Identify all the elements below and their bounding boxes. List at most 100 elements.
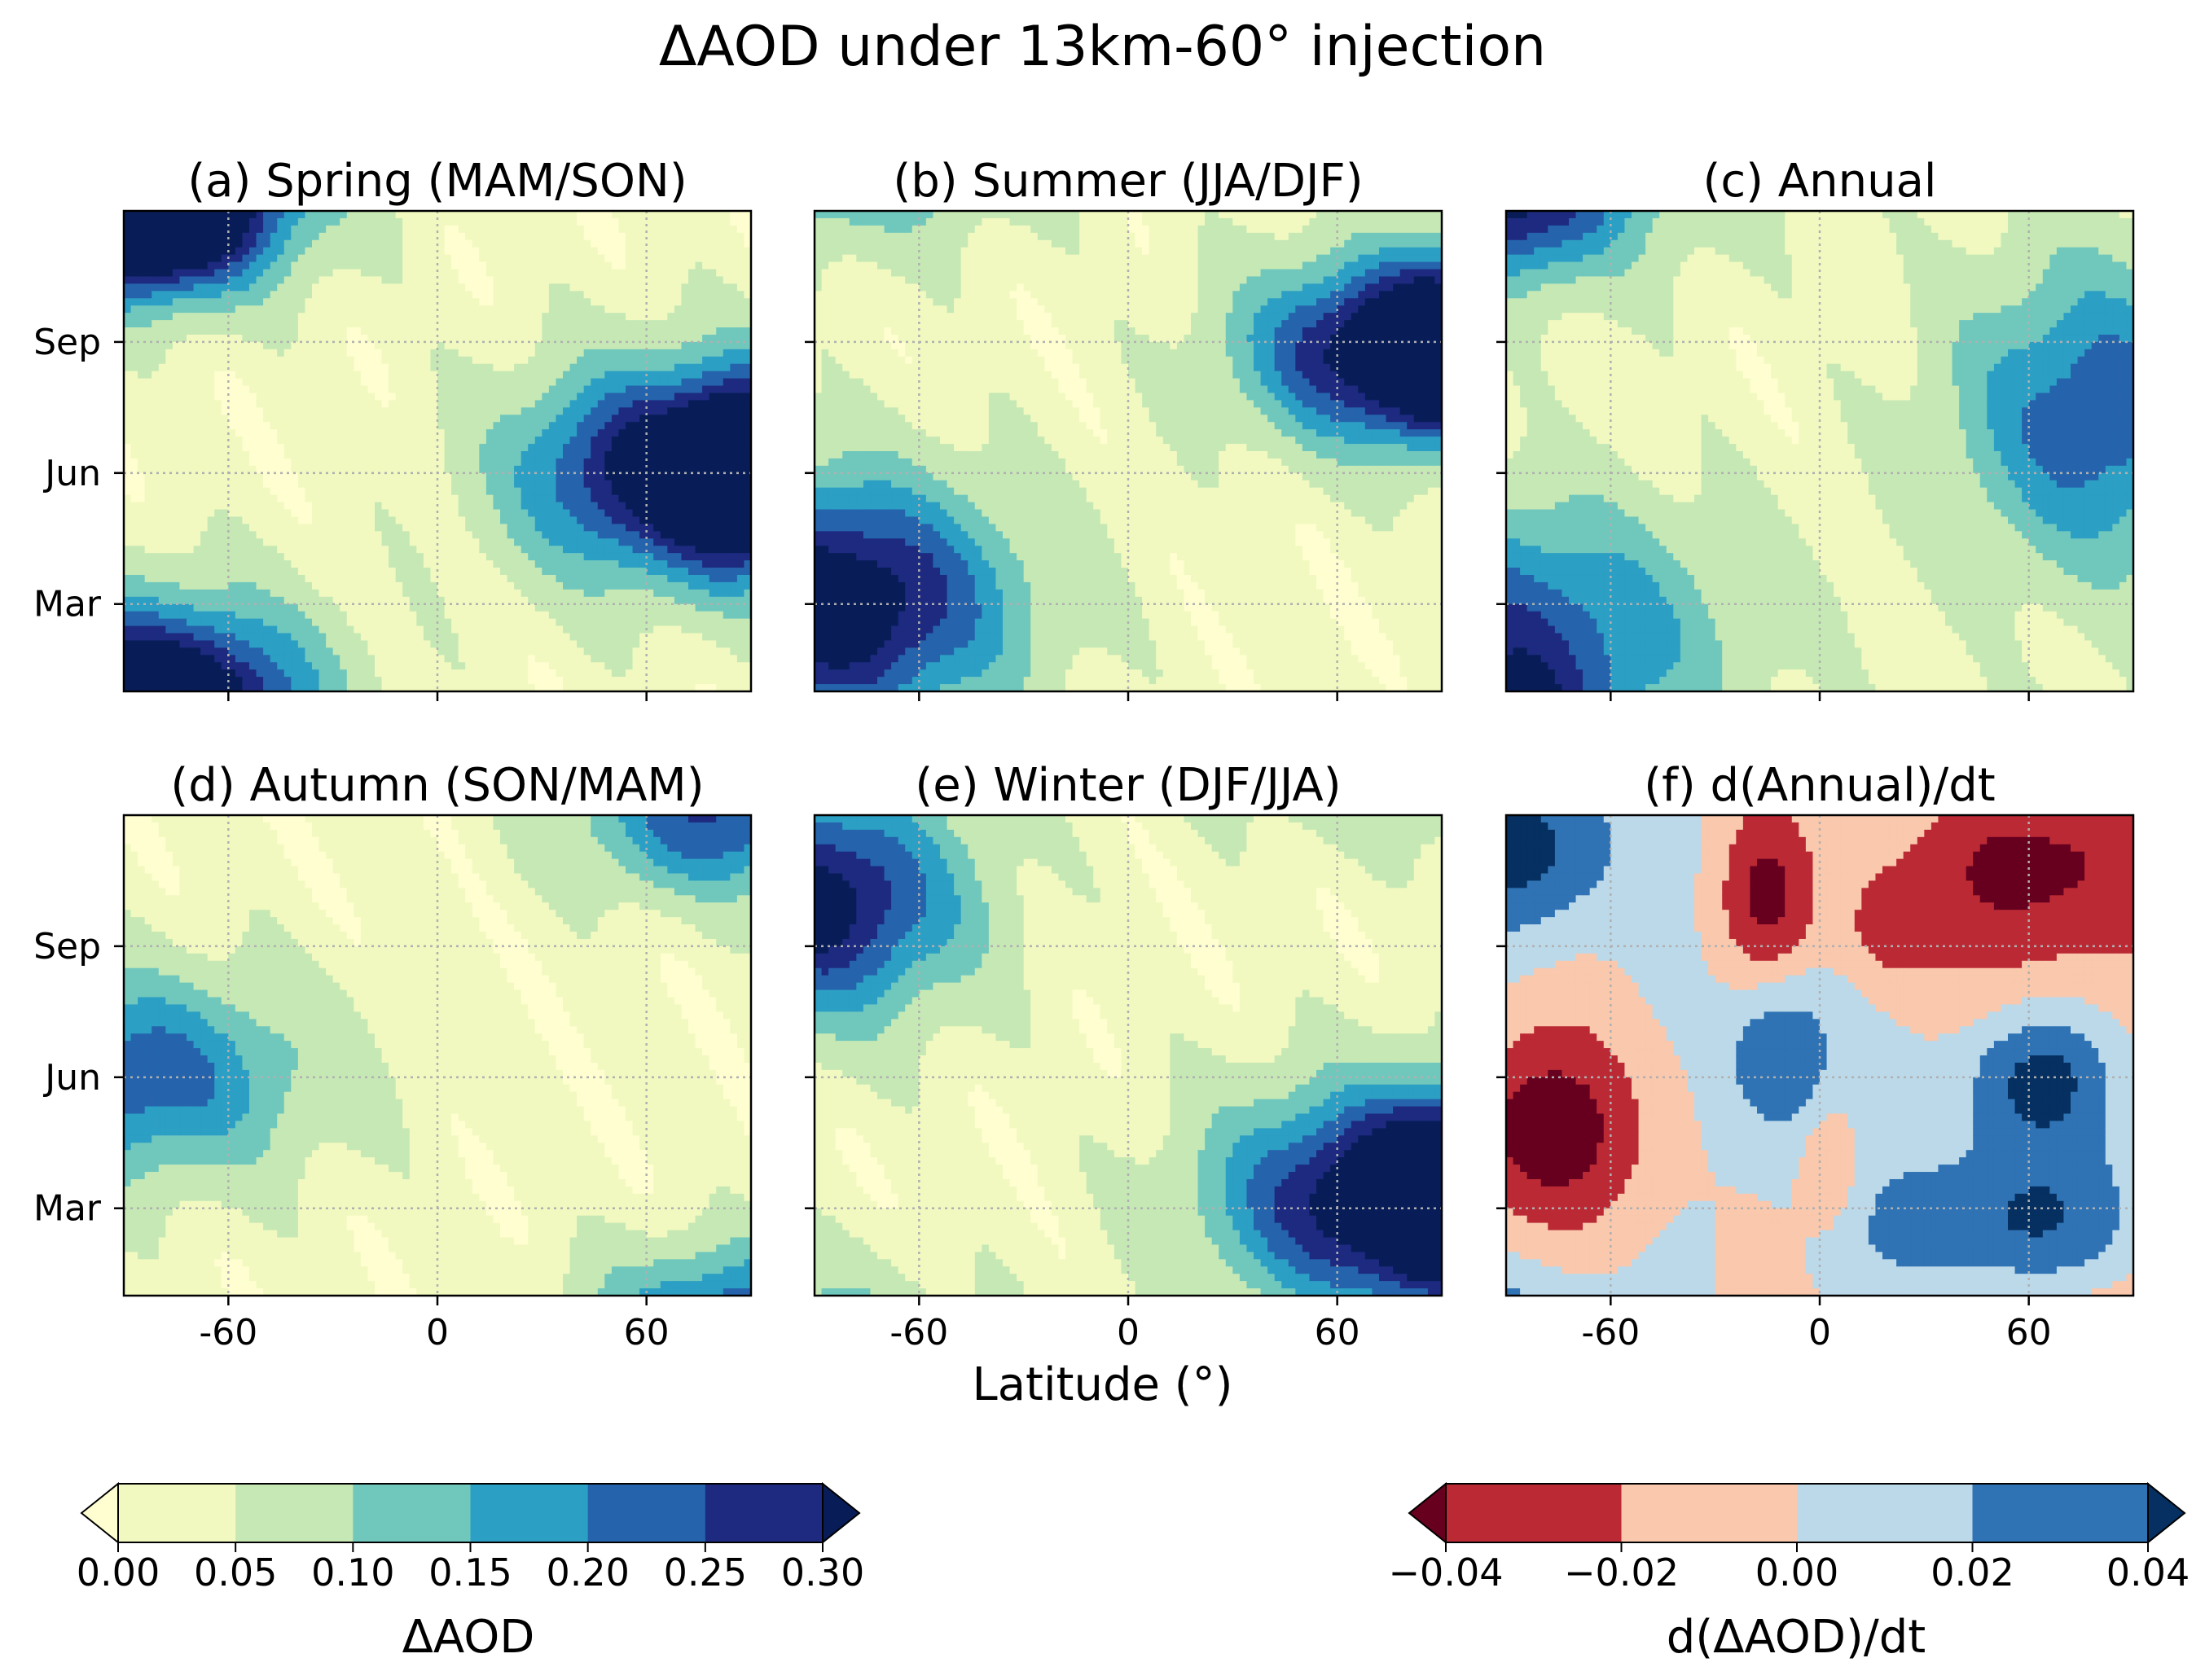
heatmap-cell [389, 270, 396, 278]
heatmap-cell [584, 604, 591, 612]
heatmap-cell [472, 575, 480, 583]
heatmap-cell [131, 233, 138, 241]
heatmap-cell [598, 436, 605, 445]
heatmap-cell [249, 313, 257, 321]
heatmap-cell [228, 553, 235, 561]
heatmap-cell [179, 371, 187, 379]
heatmap-cell [556, 218, 563, 226]
heatmap-cell [465, 502, 472, 511]
heatmap-cell [451, 342, 459, 350]
heatmap-cell [242, 357, 249, 365]
heatmap-cell [389, 524, 396, 532]
heatmap-cell [165, 590, 173, 598]
heatmap-cell [459, 240, 466, 248]
heatmap-cell [214, 662, 222, 670]
heatmap-cell [382, 349, 389, 357]
heatmap-cell [556, 436, 563, 445]
heatmap-cell [445, 233, 452, 241]
heatmap-cell [326, 575, 333, 583]
heatmap-cell [396, 291, 403, 299]
heatmap-cell [402, 211, 410, 219]
heatmap-cell [200, 604, 208, 612]
heatmap-cell [354, 429, 361, 437]
heatmap-cell [500, 422, 507, 430]
heatmap-cell [598, 612, 605, 620]
heatmap-cell [319, 298, 327, 306]
heatmap-cell [437, 502, 445, 511]
heatmap-cell [612, 451, 619, 459]
heatmap-cell [277, 647, 284, 656]
heatmap-cell [514, 473, 521, 481]
heatmap-cell [138, 655, 145, 663]
heatmap-cell [354, 451, 361, 459]
heatmap-cell [159, 371, 166, 379]
heatmap-cell [563, 226, 570, 234]
heatmap-cell [152, 276, 159, 284]
heatmap-cell [577, 415, 584, 423]
heatmap-cell [152, 342, 159, 350]
heatmap-cell [333, 327, 340, 336]
heatmap-cell [367, 407, 375, 415]
heatmap-cell [173, 473, 180, 481]
heatmap-cell [159, 357, 166, 365]
heatmap-cell [367, 270, 375, 278]
heatmap-cell [528, 211, 535, 219]
heatmap-cell [465, 313, 472, 321]
heatmap-cell [145, 633, 152, 641]
heatmap-cell [179, 612, 187, 620]
heatmap-cell [298, 444, 305, 452]
heatmap-cell [340, 364, 347, 372]
heatmap-cell [187, 276, 194, 284]
heatmap-cell [187, 633, 194, 641]
heatmap-cell [375, 524, 382, 532]
heatmap-cell [152, 255, 159, 263]
heatmap-cell [200, 553, 208, 561]
heatmap-cell [604, 349, 612, 357]
heatmap-cell [145, 248, 152, 256]
heatmap-cell [249, 538, 257, 546]
heatmap-cell [340, 248, 347, 256]
heatmap-cell [598, 255, 605, 263]
heatmap-cell [459, 538, 466, 546]
heatmap-cell [326, 553, 333, 561]
heatmap-cell [298, 342, 305, 350]
heatmap-cell [472, 568, 480, 576]
heatmap-cell [445, 633, 452, 641]
heatmap-cell [410, 677, 417, 685]
heatmap-cell [570, 255, 578, 263]
heatmap-cell [312, 248, 319, 256]
heatmap-cell [556, 407, 563, 415]
heatmap-cell [521, 582, 529, 590]
heatmap-cell [507, 349, 515, 357]
heatmap-cell [242, 677, 249, 685]
heatmap-cell [159, 568, 166, 576]
heatmap-cell [430, 669, 437, 678]
heatmap-cell [472, 233, 480, 241]
heatmap-cell [612, 473, 619, 481]
heatmap-cell [598, 582, 605, 590]
heatmap-cell [200, 233, 208, 241]
heatmap-cell [173, 480, 180, 489]
heatmap-cell [396, 546, 403, 554]
heatmap-cell [145, 590, 152, 598]
heatmap-cell [445, 495, 452, 503]
heatmap-cell [382, 313, 389, 321]
heatmap-cell [179, 677, 187, 685]
heatmap-cell [472, 640, 480, 648]
heatmap-cell [598, 626, 605, 634]
heatmap-cell [465, 662, 472, 670]
heatmap-cell [340, 524, 347, 532]
heatmap-cell [194, 502, 201, 511]
heatmap-cell [284, 444, 292, 452]
heatmap-cell [131, 677, 138, 685]
heatmap-cell [152, 662, 159, 670]
heatmap-cell [577, 590, 584, 598]
heatmap-cell [479, 604, 486, 612]
heatmap-cell [326, 451, 333, 459]
heatmap-cell [165, 313, 173, 321]
heatmap-cell [305, 575, 312, 583]
heatmap-cell [131, 255, 138, 263]
heatmap-cell [507, 546, 515, 554]
heatmap-cell [152, 218, 159, 226]
heatmap-cell [570, 415, 578, 423]
